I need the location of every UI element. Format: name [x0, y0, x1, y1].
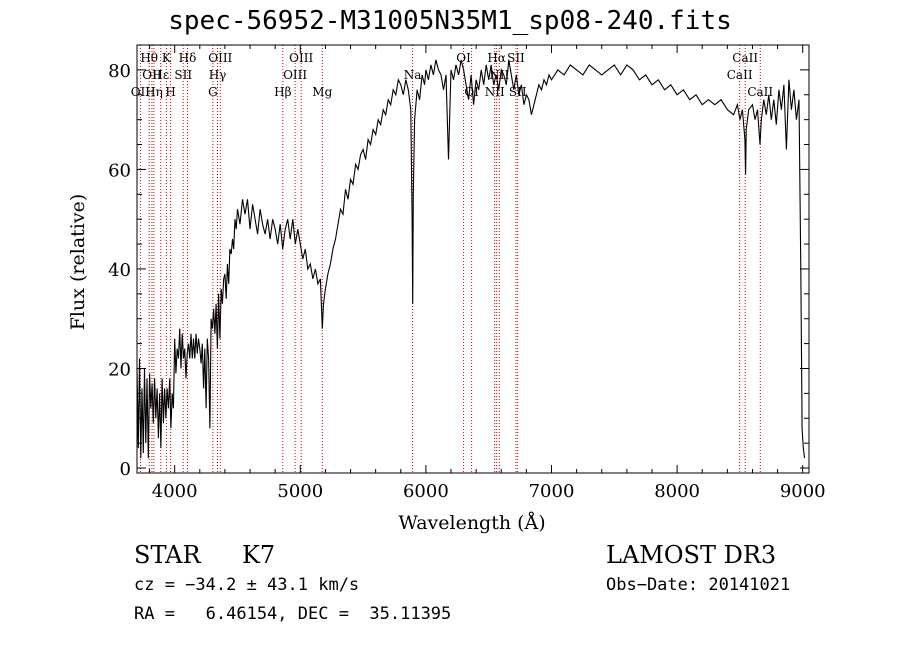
redshift-velocity: cz = −34.2 ± 43.1 km/s: [134, 575, 360, 595]
line-marker-label: Hβ: [274, 85, 291, 99]
x-tick-label: 5000: [277, 481, 323, 502]
spectrum-line: [136, 59, 806, 459]
coordinates: RA = 6.46154, DEC = 35.11395: [134, 604, 452, 624]
y-tick-label: 20: [108, 359, 131, 380]
line-marker-label: K: [162, 51, 172, 65]
line-marker-label: Hε: [152, 68, 169, 82]
y-tick-label: 80: [108, 61, 131, 82]
line-marker-label: CaII: [727, 68, 753, 82]
line-marker-label: Hδ: [179, 51, 197, 65]
line-marker-label: Hα: [487, 51, 506, 65]
x-tick-label: 4000: [152, 481, 198, 502]
line-marker-label: SII: [174, 68, 192, 82]
line-marker-label: Mg: [312, 85, 332, 99]
line-marker-label: OII: [142, 68, 162, 82]
line-marker-label: SII: [507, 51, 525, 65]
line-marker-label: NII: [485, 85, 505, 99]
x-tick-label: 8000: [654, 481, 700, 502]
y-tick-label: 0: [120, 459, 131, 480]
chart-title: spec-56952-M31005N35M1_sp08-240.fits: [168, 6, 732, 36]
line-marker-label: Hγ: [209, 68, 227, 82]
plot-frame: [136, 44, 810, 474]
x-tick-label: 6000: [403, 481, 449, 502]
line-marker-label: OIII: [208, 51, 232, 65]
line-marker-label: OI: [456, 51, 471, 65]
line-marker-label: G: [208, 85, 218, 99]
line-marker-label: CaII: [747, 85, 773, 99]
line-marker-label: Hθ: [140, 51, 158, 65]
line-marker-label: Hη: [145, 85, 163, 99]
y-tick-label: 60: [108, 160, 131, 181]
line-marker-label: OII: [131, 85, 151, 99]
line-marker-label: OIII: [283, 68, 307, 82]
survey-label: LAMOST DR3: [606, 541, 777, 569]
line-marker-label: Na: [404, 68, 422, 82]
y-tick-label: 40: [108, 260, 131, 281]
line-marker-label: OIII: [289, 51, 313, 65]
y-axis-label: Flux (relative): [67, 194, 89, 331]
line-marker-label: CaII: [732, 51, 758, 65]
spectral-type: K7: [242, 541, 276, 569]
x-axis-label: Wavelength (Å): [398, 512, 545, 534]
x-tick-label: 9000: [780, 481, 826, 502]
line-marker-label: H: [165, 85, 175, 99]
observation-date: Obs−Date: 20141021: [606, 575, 791, 595]
star-label: STAR: [134, 541, 201, 569]
x-tick-label: 7000: [529, 481, 575, 502]
